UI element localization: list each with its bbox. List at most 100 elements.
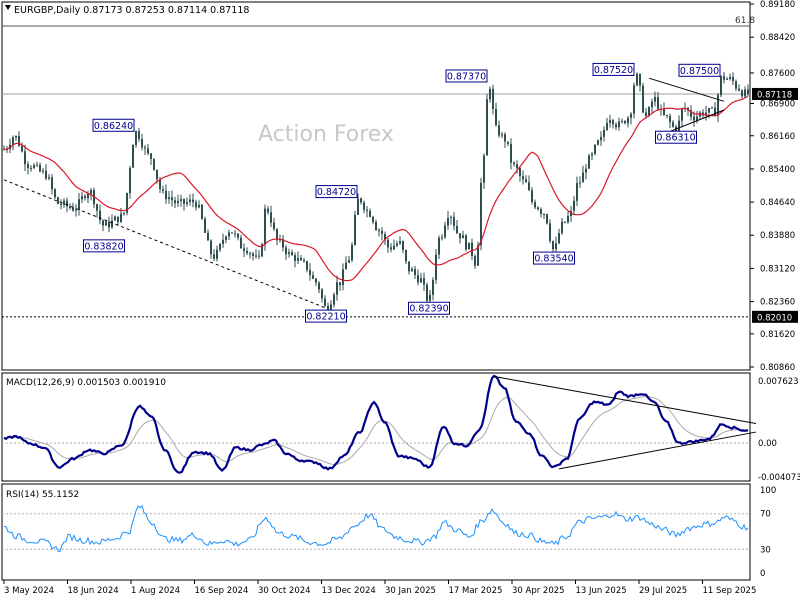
candle-body	[198, 204, 200, 208]
candle-body	[666, 114, 668, 116]
candle-body	[141, 138, 143, 148]
price-tag-box	[752, 87, 798, 100]
candle-body	[147, 148, 149, 154]
candle-body	[15, 135, 17, 138]
swing-label-box	[592, 62, 635, 76]
candle-body	[678, 120, 680, 133]
price-tick-label: 0.86900	[760, 99, 795, 109]
candle-body	[468, 242, 470, 250]
price-tick-label: 0.85400	[760, 165, 795, 175]
candle-body	[318, 282, 320, 290]
candle-body	[108, 221, 110, 228]
candle-body	[288, 252, 290, 255]
candle-body	[336, 282, 338, 295]
candle-body	[594, 144, 596, 154]
candle-body	[138, 131, 140, 139]
candle-body	[732, 76, 734, 82]
candle-body	[441, 237, 443, 239]
candle-body	[42, 170, 44, 172]
candle-body	[507, 141, 509, 144]
macd-panel[interactable]	[1, 372, 751, 482]
symbol-title: EURGBP,Daily 0.87173 0.87253 0.87114 0.8…	[14, 5, 249, 16]
macd-main-line[interactable]	[3, 374, 749, 474]
candle-body	[486, 99, 488, 156]
candle-body	[294, 255, 296, 261]
candle-body	[648, 107, 650, 116]
candlestick-series[interactable]	[3, 71, 749, 315]
candle-body	[744, 89, 746, 97]
candle-body	[39, 164, 41, 172]
candle-body	[615, 124, 617, 128]
price-tag-text: 0.87118	[757, 90, 792, 100]
time-axis: 3 May 2024 18 Jun 2024 1 Aug 2024 16 Sep 20…	[3, 580, 756, 596]
collapse-triangle-icon[interactable]	[5, 5, 11, 10]
candle-body	[525, 179, 527, 183]
candle-body	[189, 199, 191, 203]
swing-label-box	[305, 309, 347, 323]
macd-tick-label: 0.007623	[758, 377, 799, 387]
candle-body	[516, 164, 518, 168]
candle-body	[429, 294, 431, 301]
candle-body	[57, 197, 59, 204]
candle-body	[675, 126, 677, 133]
candle-body	[231, 232, 233, 234]
swing-label-box	[83, 239, 125, 253]
candle-body	[720, 76, 722, 96]
candle-body	[717, 95, 719, 116]
candle-body	[528, 182, 530, 191]
macd-signal-line[interactable]	[3, 395, 748, 466]
candle-body	[561, 221, 563, 234]
price-tags: 0.87118 0.82010	[752, 87, 798, 323]
candle-body	[432, 279, 434, 295]
trendline-macd-upper[interactable]	[493, 375, 757, 425]
candle-body	[492, 88, 494, 110]
candle-body	[270, 212, 272, 223]
macd-tick-label: -0.004073	[758, 473, 800, 483]
price-tick-label: 0.84640	[760, 198, 795, 208]
candle-body	[69, 206, 71, 208]
candle-body	[369, 210, 371, 217]
candle-body	[207, 232, 209, 241]
candle-body	[381, 230, 383, 234]
candle-body	[624, 120, 626, 124]
candle-body	[183, 199, 185, 204]
price-tick-label: 0.83880	[760, 231, 795, 241]
candle-body	[285, 247, 287, 255]
candle-body	[144, 147, 146, 149]
candle-body	[90, 189, 92, 194]
price-tick-label: 0.83120	[760, 264, 795, 274]
candle-body	[210, 240, 212, 255]
candle-body	[609, 120, 611, 123]
candle-body	[159, 179, 161, 190]
swing-label-box	[445, 69, 488, 83]
price-tick-label: 0.80860	[760, 363, 795, 373]
candle-body	[645, 112, 647, 116]
trendline-lower-wedge[interactable]	[668, 109, 725, 133]
rsi-line[interactable]	[3, 504, 749, 553]
trendlines[interactable]	[3, 77, 725, 309]
candle-body	[282, 238, 284, 248]
moving-average-line[interactable]	[3, 95, 749, 282]
candle-body	[66, 200, 68, 207]
time-tick-label: 3 May 2024	[4, 586, 54, 596]
candle-body	[435, 254, 437, 280]
candle-body	[393, 245, 395, 250]
trendline-lower-support[interactable]	[3, 179, 327, 309]
candle-body	[438, 237, 440, 255]
candle-body	[3, 149, 5, 151]
macd-trendlines[interactable]	[493, 375, 757, 470]
price-panel[interactable]	[1, 1, 751, 371]
candle-body	[366, 209, 368, 211]
price-tick-label: 0.89180	[760, 0, 795, 10]
candle-body	[630, 113, 632, 118]
candle-body	[21, 145, 23, 152]
trendline-upper-wedge[interactable]	[648, 77, 725, 102]
rsi-panel[interactable]	[1, 483, 751, 581]
candle-body	[714, 107, 716, 116]
time-tick-label: 16 Sep 2024	[195, 586, 249, 596]
candle-body	[555, 243, 557, 250]
candle-body	[54, 189, 56, 198]
trendline-macd-lower[interactable]	[558, 431, 757, 470]
candle-body	[621, 120, 623, 122]
